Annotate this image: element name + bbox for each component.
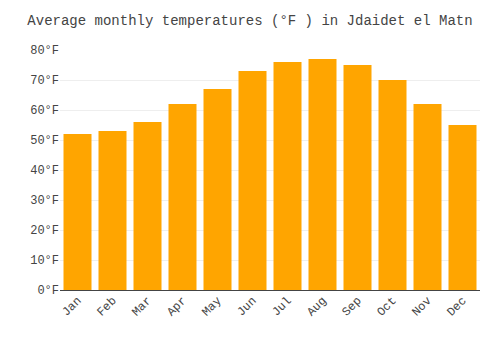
svg-text:Dec: Dec: [444, 294, 469, 319]
svg-text:May: May: [199, 294, 224, 319]
svg-text:30°F: 30°F: [30, 194, 59, 208]
svg-text:80°F: 80°F: [30, 44, 59, 58]
svg-text:Jul: Jul: [269, 294, 294, 319]
svg-text:60°F: 60°F: [30, 104, 59, 118]
svg-text:Average monthly temperatures (: Average monthly temperatures (°F ) in Jd…: [27, 13, 472, 29]
svg-text:10°F: 10°F: [30, 254, 59, 268]
svg-text:70°F: 70°F: [30, 74, 59, 88]
svg-text:40°F: 40°F: [30, 164, 59, 178]
svg-text:Feb: Feb: [94, 294, 119, 319]
svg-text:Oct: Oct: [374, 294, 399, 319]
svg-text:Jun: Jun: [234, 294, 259, 319]
svg-text:20°F: 20°F: [30, 224, 59, 238]
svg-text:Jan: Jan: [59, 294, 84, 319]
svg-text:Nov: Nov: [409, 294, 434, 319]
svg-text:Sep: Sep: [339, 294, 364, 319]
svg-text:Apr: Apr: [164, 294, 189, 319]
svg-text:Aug: Aug: [304, 294, 329, 319]
svg-text:0°F: 0°F: [37, 284, 59, 298]
svg-text:50°F: 50°F: [30, 134, 59, 148]
svg-text:Mar: Mar: [129, 294, 154, 319]
